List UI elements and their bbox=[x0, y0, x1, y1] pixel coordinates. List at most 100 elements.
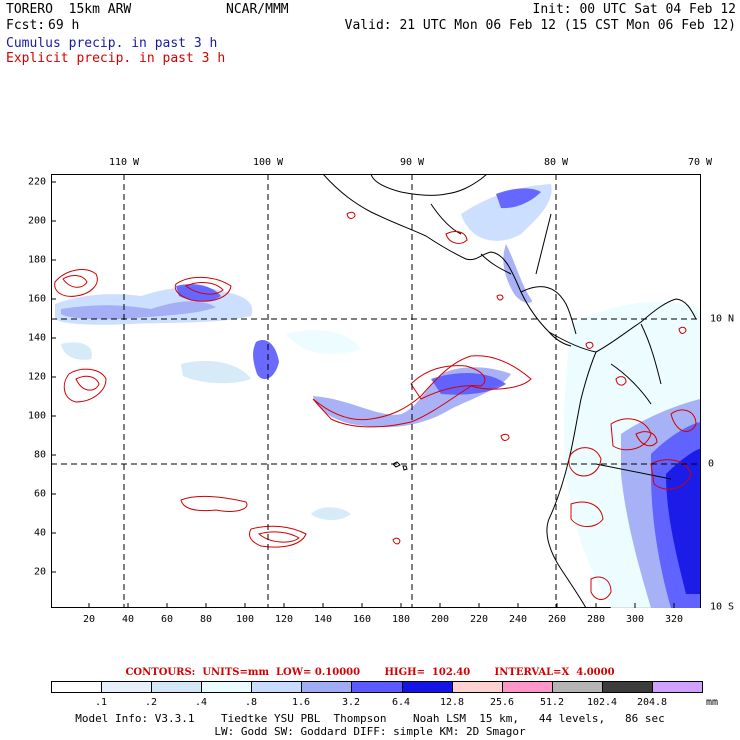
precip-core-west bbox=[61, 301, 216, 320]
valid-time: Valid: 21 UTC Mon 06 Feb 12 (15 CST Mon … bbox=[344, 18, 736, 33]
lon-label-70w: 70 W bbox=[687, 157, 713, 168]
y-tick-label: 20 bbox=[33, 566, 46, 578]
precip-blob-light bbox=[181, 360, 251, 384]
x-tick-label: 120 bbox=[274, 614, 294, 625]
colorbar-label: 204.8 bbox=[636, 697, 668, 708]
y-tick-label: 80 bbox=[33, 449, 46, 461]
x-tick-label: 180 bbox=[391, 614, 411, 625]
contour-row-40 bbox=[248, 525, 307, 548]
legend-explicit: Explicit precip. in past 3 h bbox=[6, 51, 226, 66]
contour-sa-8 bbox=[615, 376, 627, 386]
colorbar-label: 12.8 bbox=[439, 697, 465, 708]
lon-label-90w: 90 W bbox=[399, 157, 425, 168]
contour-sa-7 bbox=[670, 409, 697, 432]
colorbar-swatch bbox=[252, 682, 303, 692]
x-tick-label: 200 bbox=[430, 614, 450, 625]
x-tick-label: 240 bbox=[508, 614, 528, 625]
precip-streak bbox=[503, 244, 532, 303]
colorbar bbox=[51, 681, 703, 693]
y-tick-label: 180 bbox=[27, 254, 46, 266]
contour-80wb bbox=[185, 282, 224, 295]
contour-sa-6 bbox=[635, 431, 658, 447]
x-tick-label: 300 bbox=[625, 614, 645, 625]
x-tick-label: 80 bbox=[199, 614, 213, 625]
precip-blob-light-2 bbox=[61, 342, 92, 360]
contour-sa-5 bbox=[590, 576, 612, 600]
contour-sw-blob-b bbox=[75, 375, 100, 391]
contour-small-2 bbox=[346, 211, 356, 219]
forecast-label: Fcst: bbox=[6, 18, 46, 33]
colorbar-label: 6.4 bbox=[391, 697, 411, 708]
colorbar-swatch bbox=[52, 682, 103, 692]
colorbar-swatch bbox=[302, 682, 353, 692]
init-time: Init: 00 UTC Sat 04 Feb 12 bbox=[532, 2, 737, 17]
contour-west-160b bbox=[62, 275, 88, 288]
contour-80w bbox=[174, 277, 232, 302]
y-tick-label: 120 bbox=[27, 371, 46, 383]
colorbar-swatch bbox=[602, 682, 653, 692]
lon-label-100w: 100 W bbox=[252, 157, 284, 168]
contour-central-core bbox=[410, 365, 486, 400]
colorbar-label: .2 bbox=[144, 697, 158, 708]
coast-colombia bbox=[546, 351, 597, 608]
physics-info: LW: Godd SW: Goddard DIFF: simple KM: 2D… bbox=[214, 725, 526, 738]
colorbar-label: 3.2 bbox=[341, 697, 361, 708]
contour-sa-1 bbox=[568, 447, 602, 477]
y-tick-label: 200 bbox=[27, 215, 46, 227]
lat-label-10n: 10 N bbox=[710, 313, 735, 325]
model-info: Model Info: V3.3.1 Tiedtke YSU PBL Thomp… bbox=[75, 712, 665, 725]
precip-blob-100w bbox=[253, 340, 279, 380]
contour-small-3 bbox=[496, 294, 504, 301]
contour-sw-blob bbox=[63, 368, 107, 403]
colorbar-swatch bbox=[352, 682, 403, 692]
y-tick-label: 140 bbox=[27, 332, 46, 344]
coast-central-america bbox=[322, 174, 572, 347]
x-tick-label: 40 bbox=[121, 614, 135, 625]
contour-row-40b bbox=[257, 531, 300, 543]
explicit-precip-contours bbox=[54, 211, 697, 600]
lat-label-10s: 10 S bbox=[710, 601, 735, 613]
colorbar-swatch bbox=[152, 682, 203, 692]
contour-sa-4 bbox=[570, 501, 604, 527]
y-tick-label: 220 bbox=[27, 176, 46, 188]
forecast-hour: 69 h bbox=[48, 18, 80, 33]
colorbar-label: 51.2 bbox=[539, 697, 565, 708]
colorbar-label: .1 bbox=[94, 697, 108, 708]
cumulus-precip-fields bbox=[55, 184, 700, 608]
contour-sa-2 bbox=[610, 418, 652, 451]
coast-yucatan bbox=[370, 174, 488, 196]
contour-west-160 bbox=[54, 269, 98, 297]
coastlines bbox=[322, 174, 697, 608]
colorbar-label: 25.6 bbox=[489, 697, 515, 708]
y-tick-label: 40 bbox=[33, 527, 46, 539]
colorbar-swatch bbox=[202, 682, 253, 692]
x-tick-label: 60 bbox=[160, 614, 174, 625]
colorbar-swatch bbox=[452, 682, 503, 692]
colorbar-swatch bbox=[102, 682, 153, 692]
model-title: TORERO 15km ARW bbox=[6, 2, 132, 17]
contour-sa-9 bbox=[585, 341, 594, 349]
x-tick-label: 20 bbox=[82, 614, 96, 625]
colorbar-swatch bbox=[502, 682, 553, 692]
legend-cumulus: Cumulus precip. in past 3 h bbox=[6, 36, 218, 51]
x-tick-label: 280 bbox=[586, 614, 606, 625]
latlon-grid bbox=[51, 174, 701, 608]
colorbar-label: .4 bbox=[194, 697, 208, 708]
precip-south-america-intense bbox=[666, 449, 700, 594]
precip-map bbox=[51, 174, 701, 608]
colorbar-label: 1.6 bbox=[291, 697, 311, 708]
precip-blob-light-3 bbox=[286, 329, 361, 354]
colorbar-label: 102.4 bbox=[586, 697, 618, 708]
contour-sa-10 bbox=[678, 326, 687, 334]
contour-caribbean bbox=[445, 231, 468, 244]
colorbar-swatch bbox=[652, 682, 703, 692]
precip-light-sw bbox=[311, 507, 351, 520]
x-tick-label: 140 bbox=[313, 614, 333, 625]
y-tick-label: 60 bbox=[33, 488, 46, 500]
contour-small-4 bbox=[500, 433, 510, 441]
lat-label-equator: 0 bbox=[708, 458, 715, 470]
x-tick-label: 260 bbox=[547, 614, 567, 625]
border-central-america bbox=[430, 203, 552, 275]
coast-caribbean bbox=[520, 286, 577, 335]
colorbar-label: .8 bbox=[244, 697, 258, 708]
